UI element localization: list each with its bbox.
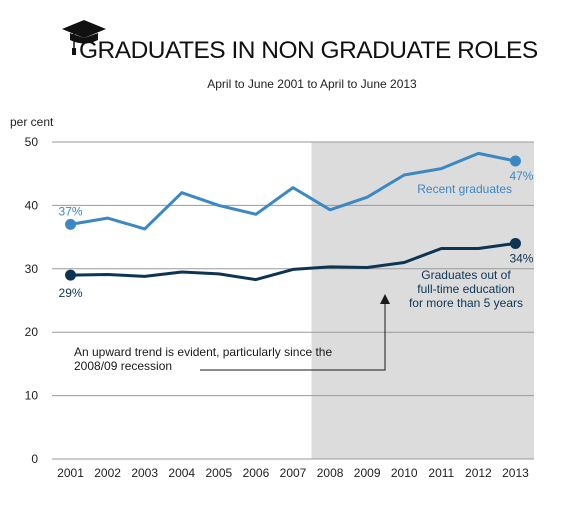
x-tick-label: 2001 [57, 466, 84, 480]
y-tick-label: 30 [25, 262, 39, 276]
series-start-point [65, 218, 77, 230]
y-tick-label: 10 [25, 389, 39, 403]
x-tick-label: 2007 [280, 466, 307, 480]
series-line [70, 241, 516, 282]
y-tick-label: 0 [31, 452, 38, 466]
series-name-label: for more than 5 years [409, 296, 523, 310]
annotation-text: 2008/09 recession [74, 359, 172, 373]
y-tick-label: 20 [25, 325, 39, 339]
series-end-point [509, 237, 521, 249]
x-tick-label: 2005 [205, 466, 232, 480]
series-end-label: 47% [509, 169, 533, 183]
x-tick-label: 2013 [502, 466, 529, 480]
x-tick-label: 2002 [94, 466, 121, 480]
series-name-label: Recent graduates [417, 182, 512, 196]
x-tick-label: 2012 [465, 466, 492, 480]
y-tick-label: 50 [25, 135, 39, 149]
series-line [70, 151, 516, 231]
annotation-arrowhead [380, 294, 390, 304]
series-end-point [509, 155, 521, 167]
x-tick-label: 2009 [354, 466, 381, 480]
x-tick-label: 2008 [317, 466, 344, 480]
annotation-arrow [200, 302, 386, 371]
graduation-cap-icon [62, 20, 106, 55]
x-tick-label: 2004 [168, 466, 195, 480]
series-name-label: Graduates out of [421, 268, 511, 282]
chart-title: GRADUATES IN NON GRADUATE ROLES [79, 37, 538, 64]
x-tick-label: 2011 [428, 466, 454, 480]
series-end-label: 34% [509, 251, 533, 265]
series-start-label: 29% [59, 286, 83, 300]
y-axis-label: per cent [10, 115, 54, 129]
chart-subtitle: April to June 2001 to April to June 2013 [207, 77, 417, 91]
series-start-label: 37% [59, 204, 83, 218]
annotation-text: An upward trend is evident, particularly… [74, 345, 332, 359]
y-tick-label: 40 [25, 198, 39, 212]
x-tick-label: 2010 [391, 466, 418, 480]
x-tick-label: 2006 [243, 466, 270, 480]
series-name-label: full-time education [417, 282, 514, 296]
series-start-point [65, 269, 77, 281]
x-tick-label: 2003 [131, 466, 158, 480]
shaded-region [311, 142, 534, 459]
